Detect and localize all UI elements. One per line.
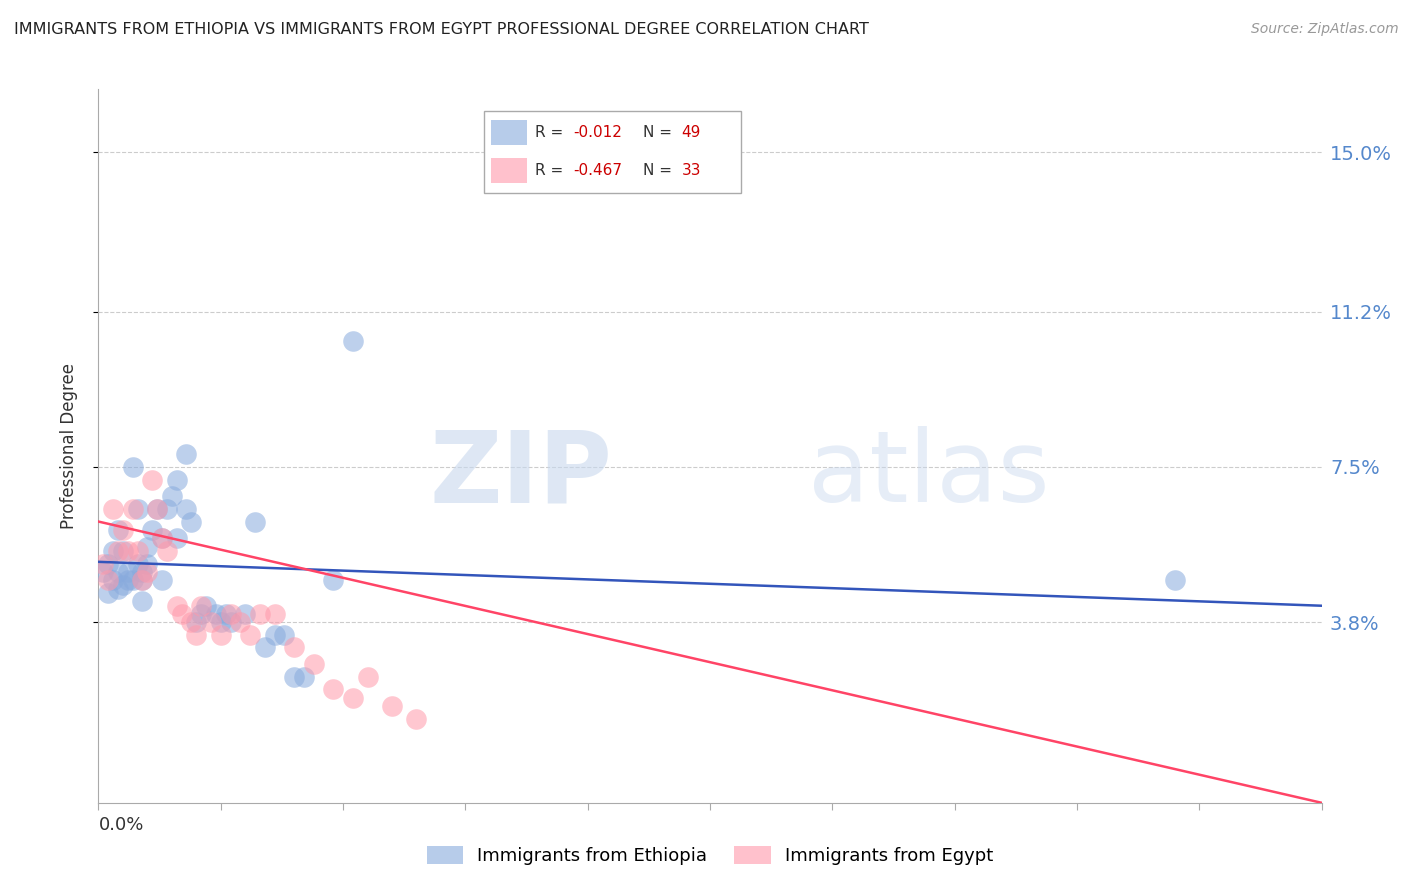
Point: [160, 489, 183, 503]
Point: [127, 557, 149, 571]
Point: [107, 544, 129, 558]
Point: [101, 502, 124, 516]
Point: [150, 574, 173, 588]
Point: [263, 607, 285, 621]
Point: [91, 557, 114, 571]
Point: [111, 544, 134, 558]
Point: [176, 502, 198, 516]
Point: [150, 532, 173, 546]
Point: [111, 523, 134, 537]
Point: [219, 607, 242, 621]
Point: [150, 532, 173, 546]
Point: [381, 699, 404, 714]
Point: [322, 574, 344, 588]
Point: [131, 574, 153, 588]
Point: [101, 544, 124, 558]
Point: [249, 607, 271, 621]
Point: [136, 557, 159, 571]
Point: [166, 532, 188, 546]
Point: [131, 565, 153, 579]
Text: ZIP: ZIP: [429, 426, 612, 523]
Point: [322, 682, 344, 697]
Point: [156, 544, 179, 558]
Point: [131, 574, 153, 588]
Point: [180, 615, 202, 630]
Point: [214, 607, 236, 621]
Point: [302, 657, 325, 672]
Point: [263, 628, 285, 642]
Point: [166, 599, 188, 613]
Point: [117, 565, 139, 579]
Point: [342, 690, 364, 705]
Point: [233, 607, 256, 621]
Point: [292, 670, 315, 684]
Point: [107, 582, 129, 596]
Point: [1164, 574, 1187, 588]
Point: [141, 473, 163, 487]
Point: [91, 565, 114, 579]
Y-axis label: Professional Degree: Professional Degree: [59, 363, 77, 529]
Point: [200, 615, 222, 630]
Point: [176, 447, 198, 461]
Point: [146, 502, 169, 516]
Point: [190, 599, 212, 613]
Point: [121, 574, 143, 588]
Point: [239, 628, 262, 642]
Point: [180, 515, 202, 529]
Point: [121, 460, 143, 475]
Point: [121, 502, 143, 516]
Point: [186, 615, 208, 630]
Point: [405, 712, 427, 726]
Point: [97, 574, 120, 588]
Point: [166, 473, 188, 487]
Point: [190, 607, 212, 621]
Point: [253, 640, 276, 655]
Point: [101, 574, 124, 588]
Point: [117, 544, 139, 558]
Point: [219, 615, 242, 630]
Point: [283, 670, 305, 684]
Point: [273, 628, 295, 642]
Text: 0.0%: 0.0%: [98, 815, 143, 834]
Point: [136, 565, 159, 579]
Text: IMMIGRANTS FROM ETHIOPIA VS IMMIGRANTS FROM EGYPT PROFESSIONAL DEGREE CORRELATIO: IMMIGRANTS FROM ETHIOPIA VS IMMIGRANTS F…: [14, 22, 869, 37]
Legend: Immigrants from Ethiopia, Immigrants from Egypt: Immigrants from Ethiopia, Immigrants fro…: [427, 846, 993, 865]
Point: [97, 586, 120, 600]
Point: [127, 502, 149, 516]
Point: [356, 670, 378, 684]
Point: [209, 628, 232, 642]
Point: [127, 544, 149, 558]
Point: [117, 574, 139, 588]
Point: [209, 615, 232, 630]
Point: [283, 640, 305, 655]
Point: [141, 523, 163, 537]
Text: Source: ZipAtlas.com: Source: ZipAtlas.com: [1251, 22, 1399, 37]
Point: [107, 523, 129, 537]
Point: [205, 607, 228, 621]
Point: [136, 540, 159, 554]
Point: [195, 599, 218, 613]
Point: [146, 502, 169, 516]
Point: [170, 607, 193, 621]
Point: [186, 628, 208, 642]
Point: [243, 515, 266, 529]
Point: [156, 502, 179, 516]
Text: atlas: atlas: [808, 426, 1049, 523]
Point: [107, 565, 129, 579]
Point: [97, 557, 120, 571]
Point: [229, 615, 252, 630]
Point: [131, 594, 153, 608]
Point: [342, 334, 364, 348]
Point: [111, 577, 134, 591]
